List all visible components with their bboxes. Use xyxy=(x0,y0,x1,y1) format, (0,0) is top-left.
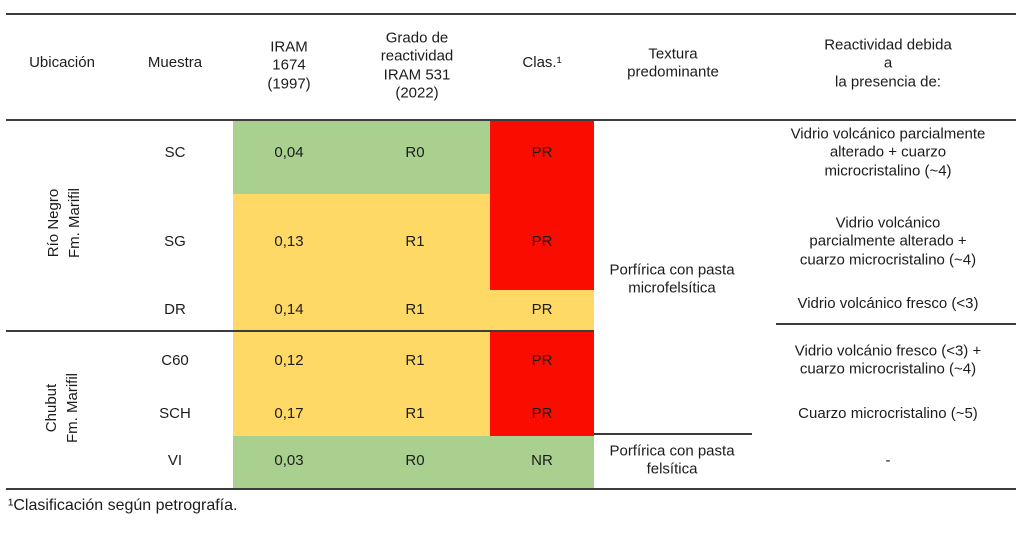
cell-clas-vi: NR xyxy=(531,451,553,469)
cell-muestra-dr: DR xyxy=(164,300,186,318)
group-formation: Fm. Marifil xyxy=(66,188,83,258)
cell-clas-sc: PR xyxy=(531,143,553,161)
header-muestra: Muestra xyxy=(147,53,203,71)
header-iram-1674: IRAM 1674 (1997) xyxy=(267,38,311,93)
cell-block-clas-c60-sch-red xyxy=(490,331,594,436)
table-rule-bottom xyxy=(6,488,1016,490)
cell-muestra-sg: SG xyxy=(164,232,186,250)
header-clas: Clas.¹ xyxy=(522,53,562,71)
cell-grado-sc: R0 xyxy=(405,143,425,161)
header-textura: Textura predominante xyxy=(627,45,719,81)
cell-textura-microfelsitica: Porfírica con pasta microfelsítica xyxy=(609,261,735,297)
cell-iram-vi: 0,03 xyxy=(274,451,304,469)
cell-reactividad-c60: Vidrio volcánio fresco (<3) + cuarzo mic… xyxy=(794,342,982,378)
cell-muestra-sc: SC xyxy=(164,143,186,161)
cell-clas-sg: PR xyxy=(531,232,553,250)
table-rule-header-bottom xyxy=(6,119,1016,121)
table-rule-top xyxy=(6,13,1016,15)
cell-block-clas-dr-yellow xyxy=(490,290,594,331)
cell-block-c60-sch-yellow xyxy=(233,331,490,436)
group-label-rio-negro: Río Negro Fm. Marifil xyxy=(43,188,85,258)
header-reactividad: Reactividad debida a la presencia de: xyxy=(824,36,952,91)
header-ubicacion: Ubicación xyxy=(29,53,95,71)
cell-grado-dr: R1 xyxy=(405,300,425,318)
table-rule-section-left xyxy=(6,330,594,332)
group-label-chubut: Chubut Fm. Marifil xyxy=(41,373,83,443)
cell-clas-dr: PR xyxy=(531,300,553,318)
cell-iram-dr: 0,14 xyxy=(274,300,304,318)
cell-iram-sg: 0,13 xyxy=(274,232,304,250)
cell-clas-c60: PR xyxy=(531,351,553,369)
footnote-clasificacion: ¹Clasificación según petrografía. xyxy=(8,497,238,514)
cell-block-clas-sc-sg-red xyxy=(490,120,594,290)
cell-block-vi-green xyxy=(233,436,594,489)
table-rule-textura-divider xyxy=(594,433,752,435)
cell-reactividad-sg: Vidrio volcánico parcialmente alterado +… xyxy=(799,214,977,269)
cell-iram-sch: 0,17 xyxy=(274,404,304,422)
cell-grado-vi: R0 xyxy=(405,451,425,469)
cell-reactividad-vi: - xyxy=(885,451,891,469)
cell-muestra-vi: VI xyxy=(167,451,183,469)
group-formation: Fm. Marifil xyxy=(64,373,81,443)
cell-grado-sg: R1 xyxy=(405,232,425,250)
cell-muestra-c60: C60 xyxy=(161,351,189,369)
cell-muestra-sch: SCH xyxy=(159,404,191,422)
header-grado-reactividad: Grado de reactividad IRAM 531 (2022) xyxy=(380,29,454,102)
cell-textura-felsitica: Porfírica con pasta felsítica xyxy=(609,442,735,478)
cell-reactividad-dr: Vidrio volcánico fresco (<3) xyxy=(797,294,979,312)
cell-iram-c60: 0,12 xyxy=(274,351,304,369)
cell-reactividad-sc: Vidrio volcánico parcialmente alterado +… xyxy=(790,125,986,180)
cell-reactividad-sch: Cuarzo microcristalino (~5) xyxy=(798,404,978,422)
table-rule-section-right xyxy=(776,323,1016,325)
cell-iram-sc: 0,04 xyxy=(274,143,304,161)
cell-grado-sch: R1 xyxy=(405,404,425,422)
cell-grado-c60: R1 xyxy=(405,351,425,369)
group-location: Río Negro xyxy=(45,188,62,258)
group-location: Chubut xyxy=(43,383,60,433)
cell-block-sg-dr-yellow xyxy=(233,194,490,331)
cell-clas-sch: PR xyxy=(531,404,553,422)
cell-block-sc-green xyxy=(233,120,490,194)
